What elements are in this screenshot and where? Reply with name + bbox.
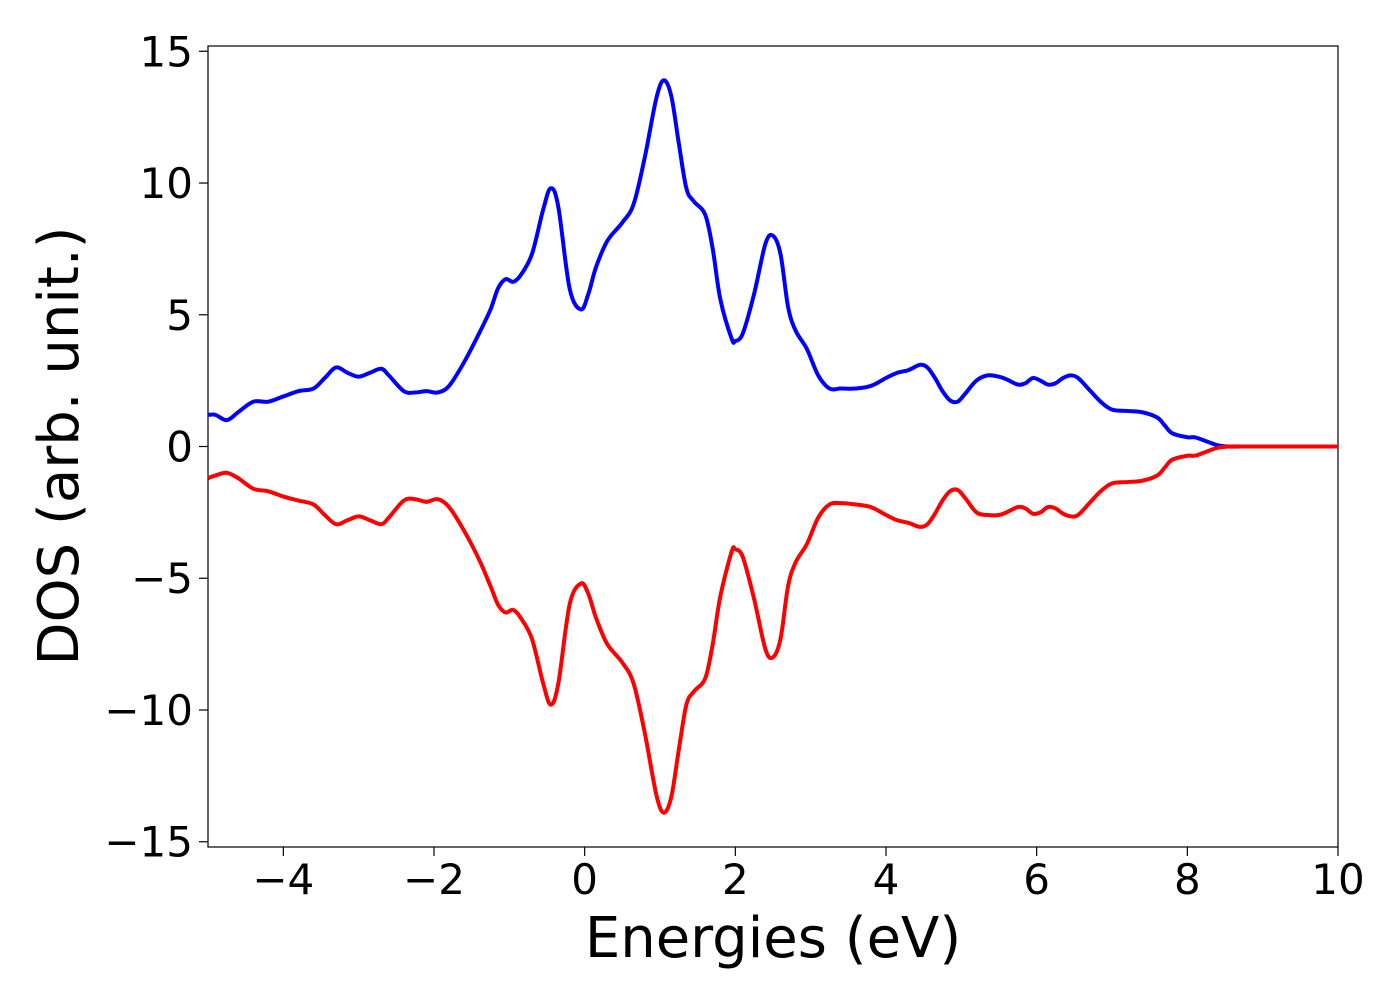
x-tick-label: −4: [252, 855, 314, 904]
y-axis: −15 −10 −5 0 5 10 15: [104, 27, 208, 867]
y-tick-label: −10: [104, 686, 193, 735]
x-tick-label: 10: [1311, 855, 1364, 904]
x-axis-label: Energies (eV): [585, 906, 961, 971]
x-tick-label: 8: [1174, 855, 1201, 904]
y-tick-label: −5: [131, 554, 193, 603]
x-tick-label: 0: [571, 855, 598, 904]
x-tick-label: −2: [403, 855, 465, 904]
y-tick-label: 0: [166, 423, 193, 472]
y-tick-label: 5: [166, 291, 193, 340]
x-tick-label: 4: [873, 855, 900, 904]
y-tick-label: 10: [140, 159, 193, 208]
x-tick-label: 6: [1023, 855, 1050, 904]
plot-frame: [207, 45, 1339, 848]
x-axis: −4 −2 0 2 4 6 8 10: [252, 847, 1365, 904]
series-line-2: [207, 444, 1338, 815]
y-tick-label: −15: [104, 818, 193, 867]
y-tick-label: 15: [140, 27, 193, 76]
plot-area: [207, 45, 1339, 848]
x-tick-label: 2: [722, 855, 749, 904]
series-line-1: [207, 78, 1338, 449]
series-layer: [207, 78, 1338, 815]
y-axis-label: DOS (arb. unit.): [27, 226, 92, 665]
